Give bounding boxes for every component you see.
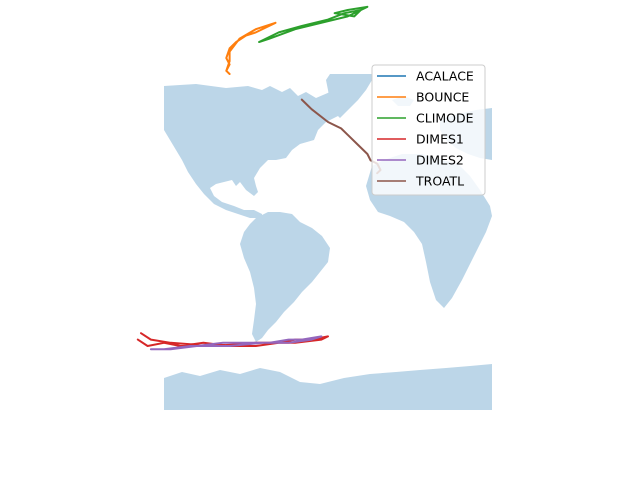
legend-label-dimes2: DIMES2 (416, 153, 464, 168)
land-greenland (326, 74, 372, 118)
land-north-america (164, 84, 346, 218)
legend-label-troatl: TROATL (415, 174, 464, 189)
land-south-america (240, 212, 330, 342)
legend-label-climode: CLIMODE (416, 111, 474, 126)
legend: ACALACE BOUNCE CLIMODE DIMES1 DIMES2 TRO… (371, 64, 486, 196)
legend-label-dimes1: DIMES1 (416, 132, 464, 147)
land-antarctica (164, 364, 492, 410)
legend-label-acalace: ACALACE (416, 69, 474, 84)
track-climode (258, 5, 369, 43)
track-bounce (225, 21, 277, 75)
legend-label-bounce: BOUNCE (416, 90, 469, 105)
track-layer (136, 5, 382, 351)
track-dimes2 (149, 335, 323, 351)
